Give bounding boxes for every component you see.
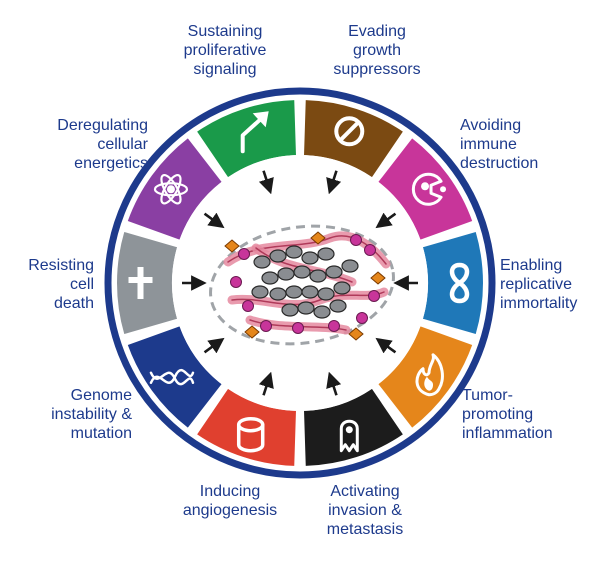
immune-cell-icon [411,172,447,206]
segment-fill-enabling-replicative-immortality [422,231,483,335]
segment-sustaining-proliferative-signaling [197,100,296,178]
immune-cell [230,276,242,288]
immune-cell [238,248,250,260]
label-genome-instability-mutation: Genome instability & mutation [51,387,132,442]
tumor-cell [261,271,279,285]
label-sustaining-proliferative-signaling: Sustaining proliferative signaling [183,23,267,78]
inward-arrow [326,371,342,396]
immune-cell [292,322,304,334]
segment-fill-inducing-angiogenesis [197,388,296,466]
outer-ring [104,87,496,479]
label-inducing-angiogenesis: Inducing angiogenesis [182,483,278,519]
stroma-fiber [231,291,385,306]
hallmark-segments [116,100,483,466]
inward-arrow [203,337,225,354]
segment-fill-evading-growth-suppressors [304,100,403,178]
tumor-cell [325,265,343,279]
tumor-cell [309,269,327,283]
tumor-cell [281,303,299,317]
segment-fill-tumor-promoting-inflammation [378,326,473,428]
tumor-cell [317,247,335,261]
label-activating-invasion-metastasis: Activating invasion & metastasis [326,483,404,538]
tumor-cell [251,285,269,299]
segment-fill-sustaining-proliferative-signaling [197,100,296,178]
inward-arrow [258,371,274,396]
immune-cell [356,312,368,324]
fibroblast [244,325,260,339]
atom-icon [153,173,189,205]
tumor-cell [297,301,315,315]
segment-enabling-replicative-immortality [422,231,483,335]
inward-arrow [375,212,397,229]
inner-disc [172,155,428,411]
tumor-cell [293,265,311,279]
invading-cell-icon [339,419,359,453]
infinity-icon [449,262,470,304]
tumor-cell [329,299,347,313]
tumor-cell [341,259,359,273]
immune-cell [328,320,340,332]
tumor-cell [313,305,331,319]
label-tumor-promoting-inflammation: Tumor- promoting inflammation [462,387,553,442]
tumor-cell [253,255,271,269]
tumor-cell [285,245,303,259]
fibroblast [310,231,326,245]
immune-cell [350,234,362,246]
inward-arrows [182,170,418,396]
segment-fill-activating-invasion-metastasis [304,388,403,466]
segment-activating-invasion-metastasis [304,388,403,466]
immune-cell [364,244,376,256]
fibroblasts [224,231,386,341]
flame-icon [415,353,444,397]
segment-inducing-angiogenesis [197,388,296,466]
immune-cell [368,290,380,302]
inward-arrow [203,212,225,229]
tumor-cell [317,287,335,301]
label-enabling-replicative-immortality: Enabling replicative immortality [500,257,578,312]
immune-cells [230,234,380,334]
label-resisting-cell-death: Resisting cell death [28,257,94,312]
cross-icon [128,267,153,299]
tumor-cell [277,267,295,281]
inward-arrow [375,337,397,354]
label-evading-growth-suppressors: Evading growth suppressors [333,23,421,78]
segment-genome-instability-mutation [127,326,222,428]
dna-icon [149,368,195,386]
segment-tumor-promoting-inflammation [378,326,473,428]
tumor-cell [333,281,351,295]
inward-arrow [258,170,274,195]
segment-resisting-cell-death [116,231,178,335]
label-deregulating-cellular-energetics: Deregulating cellular energetics [57,117,148,172]
fibroblast [370,271,386,285]
immune-cell [242,300,254,312]
fibroblast [224,239,240,253]
tumor-cell [301,251,319,265]
tumor-cells [251,245,359,319]
fibroblast [348,327,364,341]
tumor-microenvironment [209,224,395,346]
segment-avoiding-immune-destruction [378,138,473,240]
tumor-boundary [209,224,395,346]
no-entry-icon [334,116,365,147]
inward-arrow [326,170,342,195]
label-avoiding-immune-destruction: Avoiding immune destruction [460,117,539,172]
blood-vessel-icon [236,416,265,453]
tumor-cell [269,249,287,263]
segment-evading-growth-suppressors [304,100,403,178]
tumor-cell [301,285,319,299]
arrow-up-right-icon [240,111,269,154]
tumor-cell [269,287,287,301]
tumor-cell [285,285,303,299]
segment-deregulating-cellular-energetics [127,138,222,240]
immune-cell [260,320,272,332]
